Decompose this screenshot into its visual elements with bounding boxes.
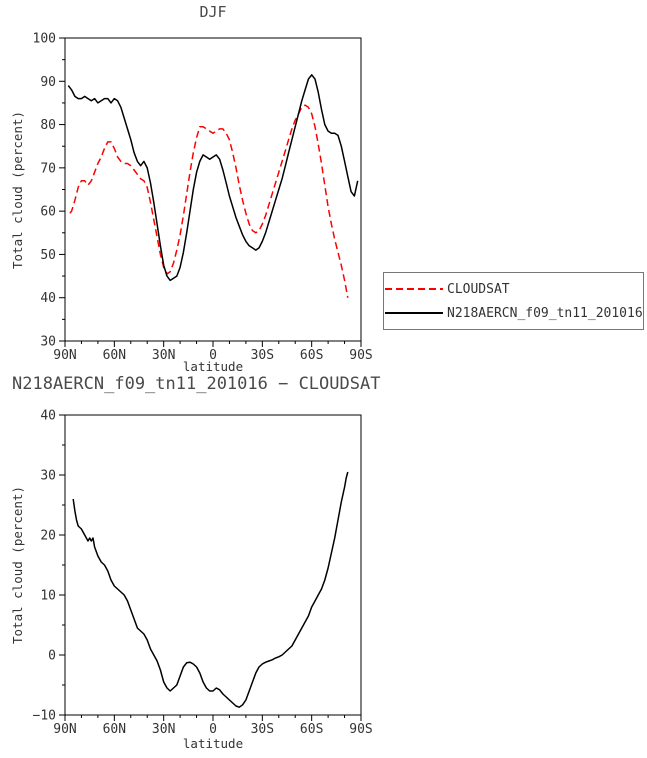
y-tick-label: 0: [48, 649, 56, 664]
legend-box: CLOUDSAT N218AERCN_f09_tn11_201016: [383, 272, 644, 330]
x-tick-label: 60N: [103, 722, 126, 737]
y-tick-label: 100: [33, 32, 56, 47]
x-tick-label: 30N: [152, 348, 175, 363]
x-tick-label: 90N: [53, 722, 76, 737]
top-chart-title: DJF: [199, 3, 227, 21]
y-tick-label: 20: [40, 529, 56, 544]
series-difference: [72, 471, 349, 708]
y-tick-label: 70: [40, 161, 56, 176]
x-tick-label: 30N: [152, 722, 175, 737]
x-tick-label: 30S: [251, 722, 274, 737]
y-tick-label: 40: [40, 409, 56, 424]
y-tick-label: 50: [40, 248, 56, 263]
plot-frame: [64, 414, 362, 716]
legend-label-model: N218AERCN_f09_tn11_201016: [447, 305, 643, 321]
legend-item-cloudsat: CLOUDSAT: [384, 277, 643, 301]
y-tick-label: 40: [40, 291, 56, 306]
x-tick-label: 60S: [300, 348, 323, 363]
legend-dashed-line-icon: [385, 288, 443, 290]
x-tick-label: 90S: [349, 722, 372, 737]
x-tick-label: 60N: [103, 348, 126, 363]
series-n218aercn-f09-tn11-201016: [67, 74, 359, 282]
y-tick-label: 60: [40, 205, 56, 220]
top-chart-plot: 90N 60N 30N 0 30S 60S 90S 30 40 50 60 70 80 90 100: [33, 32, 373, 364]
x-tick-label: 60S: [300, 722, 323, 737]
y-tick-label: 80: [40, 118, 56, 133]
x-tick-label: 0: [209, 348, 217, 363]
legend-label-cloudsat: CLOUDSAT: [447, 281, 510, 297]
legend-item-model: N218AERCN_f09_tn11_201016: [384, 301, 643, 325]
bottom-chart-plot: 90N 60N 30N 0 30S 60S 90S −10 0 10 20 30 40: [33, 409, 373, 738]
x-tick-label: 30S: [251, 348, 274, 363]
y-tick-label: 10: [40, 589, 56, 604]
y-tick-label: 30: [40, 469, 56, 484]
x-tick-label: 90N: [53, 348, 76, 363]
top-x-axis-label: latitude: [182, 359, 244, 374]
x-tick-label: 90S: [349, 348, 372, 363]
legend-solid-line-icon: [385, 312, 443, 314]
bottom-chart-title: N218AERCN_f09_tn11_201016 − CLOUDSAT: [12, 374, 381, 394]
x-tick-label: 0: [209, 722, 217, 737]
y-tick-label: −10: [33, 709, 56, 724]
y-tick-label: 30: [40, 335, 56, 350]
y-tick-label: 90: [40, 75, 56, 90]
series-cloudsat: [69, 104, 349, 298]
bottom-x-axis-label: latitude: [182, 736, 244, 751]
